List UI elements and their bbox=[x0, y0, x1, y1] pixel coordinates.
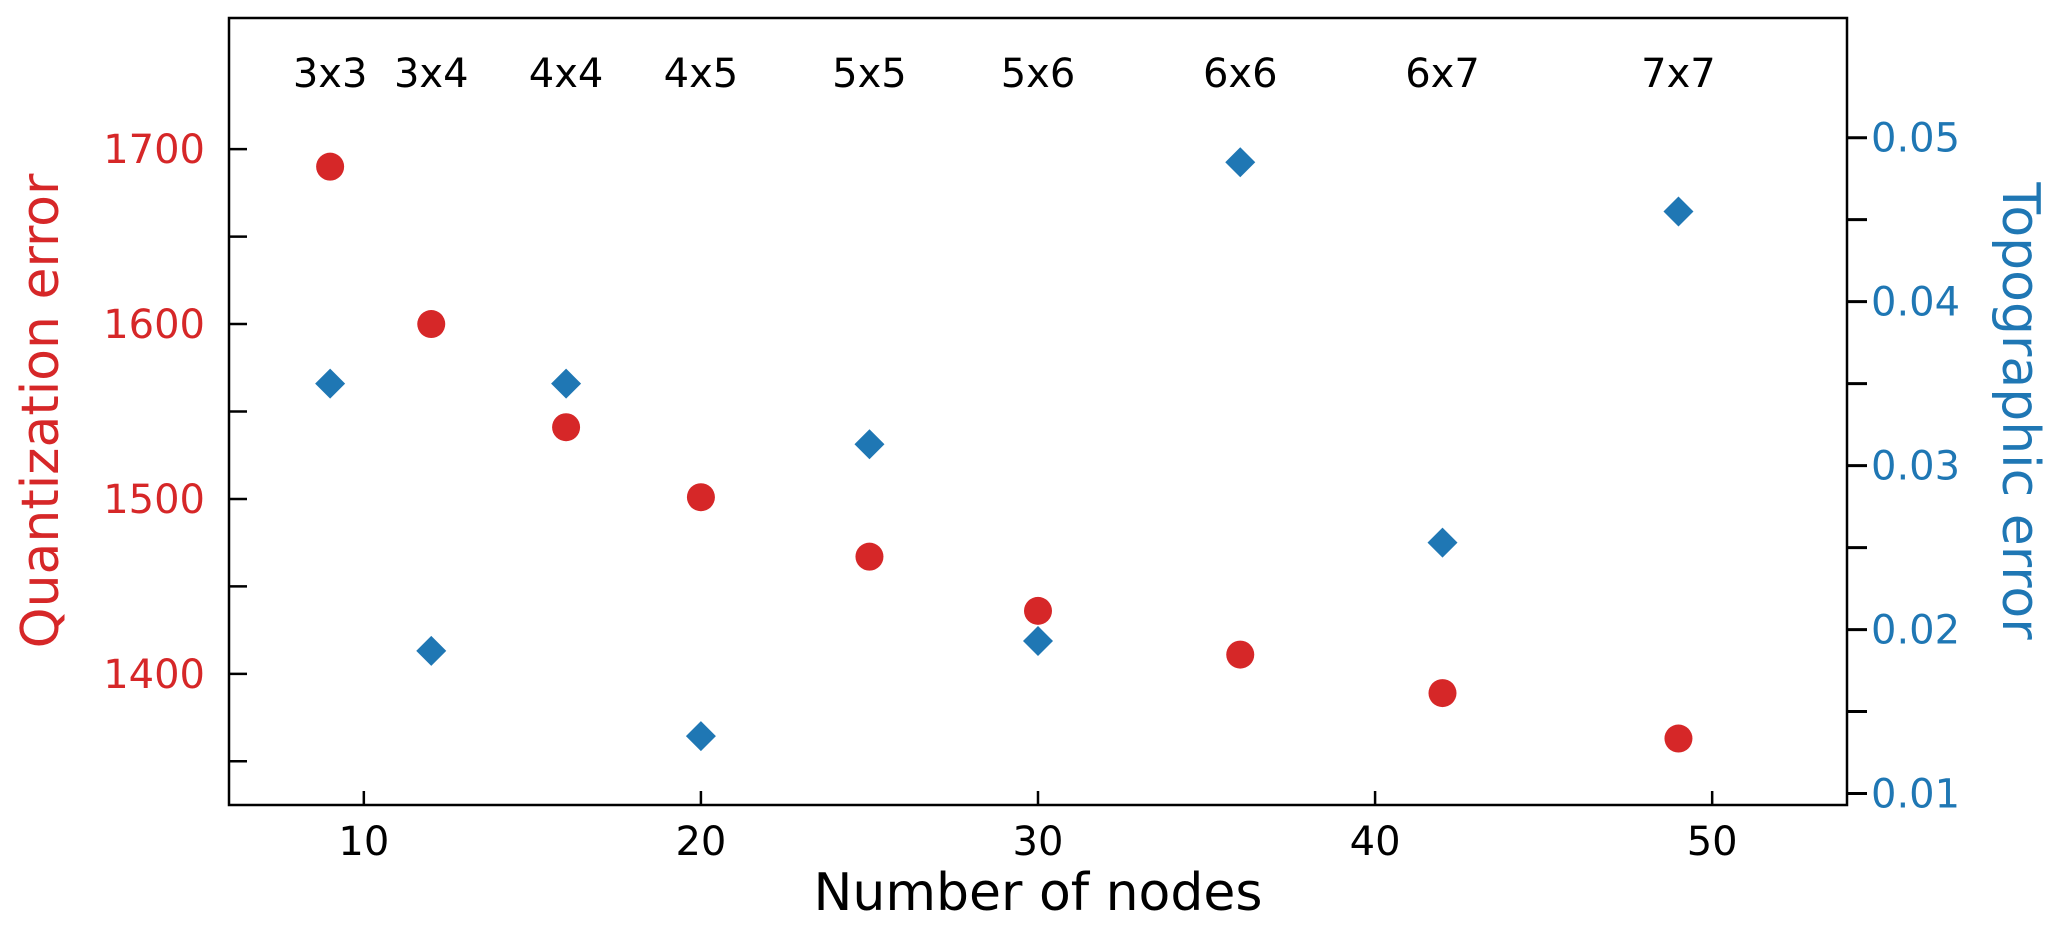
quantization-error-point bbox=[1024, 596, 1052, 625]
quantization-error-point bbox=[1664, 724, 1693, 753]
data-points bbox=[315, 147, 1694, 753]
quantization-error-point bbox=[1226, 640, 1255, 669]
left-y-axis-title: Quantization error bbox=[11, 173, 71, 648]
grid-size-label: 5x5 bbox=[832, 51, 907, 97]
topographic-error-point bbox=[854, 429, 885, 460]
left-y-tick-label: 1600 bbox=[103, 302, 205, 348]
grid-size-label: 3x4 bbox=[394, 51, 469, 97]
grid-size-label: 7x7 bbox=[1641, 51, 1716, 97]
left-y-tick-label: 1500 bbox=[103, 477, 205, 523]
axis-ticks: 10 20 30 40 50 1400 1500 1600 1700 0.01 0.02 0.03 0.… bbox=[103, 116, 1960, 865]
grid-size-label: 6x7 bbox=[1405, 51, 1480, 97]
topographic-error-point bbox=[1663, 196, 1694, 227]
topographic-error-point bbox=[551, 368, 582, 399]
topographic-error-point bbox=[315, 368, 346, 399]
right-y-tick-label: 0.03 bbox=[1871, 444, 1960, 490]
plot-frame bbox=[227, 16, 1849, 807]
grid-size-labels: 3x3 3x4 4x4 4x5 5x5 5x6 6x6 6x7 7x7 bbox=[293, 51, 1716, 97]
quantization-error-point bbox=[855, 542, 884, 571]
x-tick-label: 40 bbox=[1350, 819, 1401, 865]
grid-size-label: 3x3 bbox=[293, 51, 368, 97]
right-y-tick-label: 0.02 bbox=[1871, 608, 1960, 654]
topographic-error-point bbox=[416, 635, 447, 666]
topographic-error-point bbox=[1023, 626, 1053, 657]
x-tick-label: 10 bbox=[338, 819, 389, 865]
topographic-error-point bbox=[1225, 147, 1256, 178]
quantization-error-point bbox=[417, 310, 446, 339]
grid-size-label: 4x5 bbox=[664, 51, 739, 97]
x-tick-label: 30 bbox=[1013, 819, 1064, 865]
x-axis-title: Number of nodes bbox=[814, 863, 1263, 923]
right-y-tick-label: 0.04 bbox=[1871, 280, 1960, 326]
grid-size-label: 6x6 bbox=[1203, 51, 1278, 97]
topographic-error-point bbox=[1427, 527, 1458, 558]
left-y-tick-label: 1400 bbox=[103, 652, 205, 698]
quantization-error-point bbox=[1428, 679, 1457, 708]
topographic-error-point bbox=[685, 721, 716, 752]
x-tick-label: 20 bbox=[675, 819, 726, 865]
grid-size-label: 5x6 bbox=[1001, 51, 1076, 97]
left-y-tick-label: 1700 bbox=[103, 127, 205, 173]
quantization-error-point bbox=[316, 152, 345, 181]
right-y-axis-title: Topographic error bbox=[1990, 181, 2050, 640]
quantization-error-point bbox=[552, 413, 581, 442]
right-y-tick-label: 0.01 bbox=[1871, 772, 1960, 818]
x-tick-label: 50 bbox=[1687, 819, 1738, 865]
quantization-error-point bbox=[686, 483, 715, 512]
right-y-tick-label: 0.05 bbox=[1871, 116, 1960, 162]
grid-size-label: 4x4 bbox=[529, 51, 604, 97]
